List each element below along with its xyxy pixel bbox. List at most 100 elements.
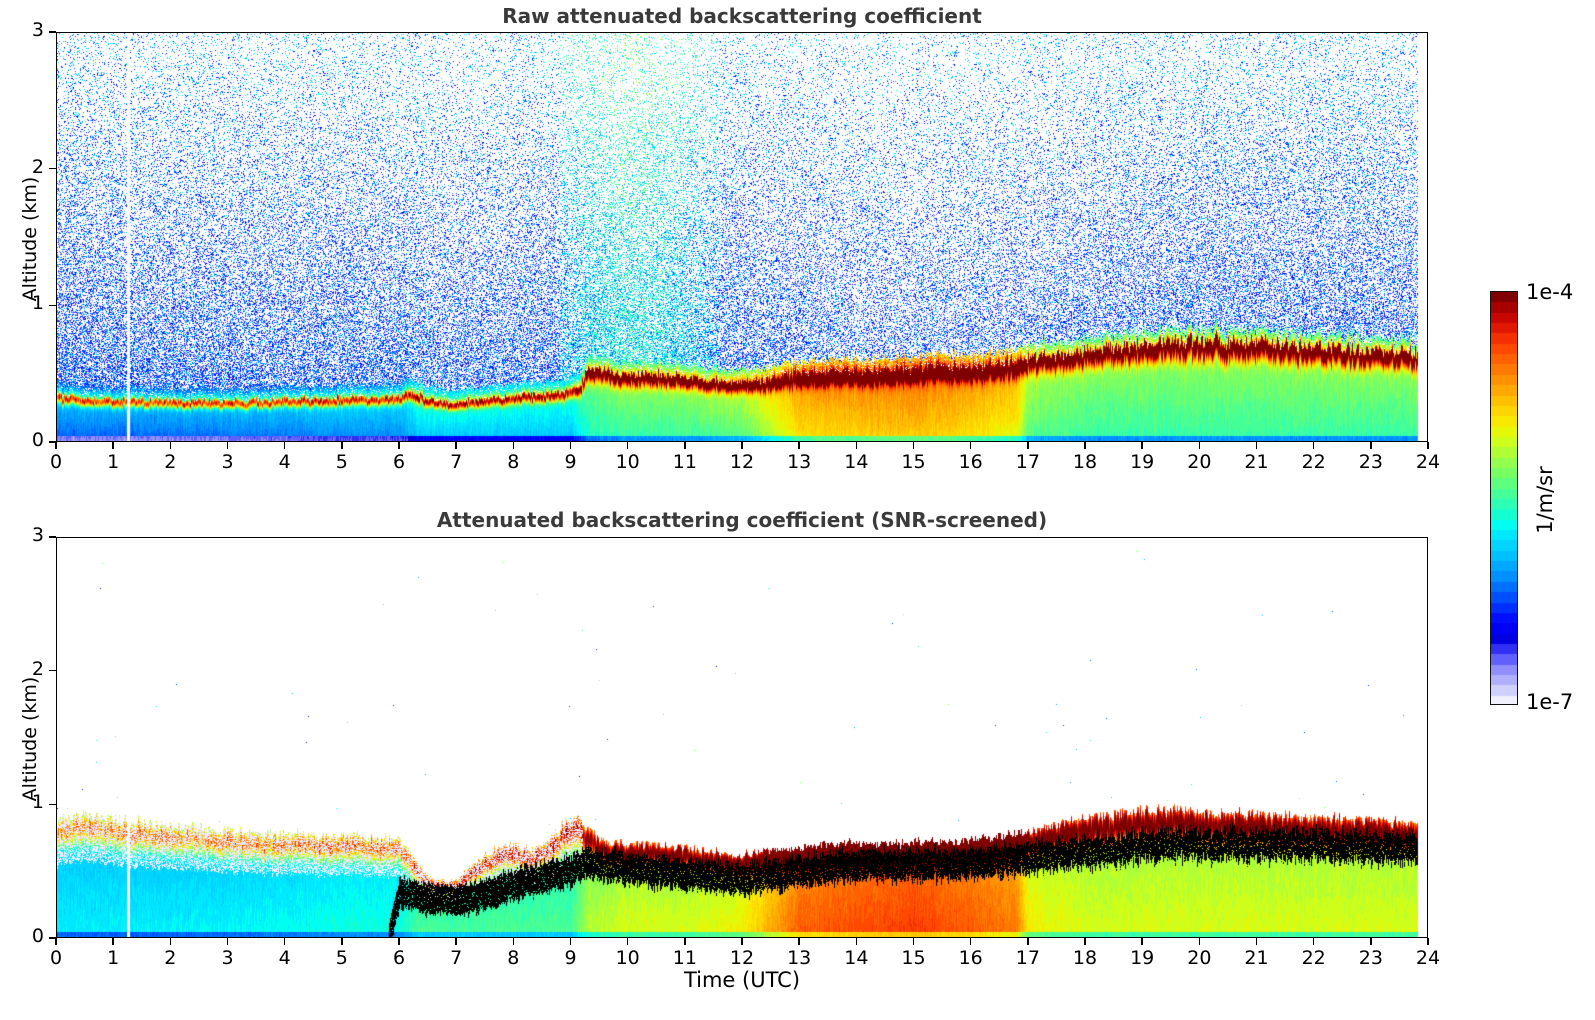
screened-xtick-11 <box>684 938 686 945</box>
screened-xticklabel-3: 3 <box>221 947 234 969</box>
raw-xtick-7 <box>455 442 457 449</box>
screened-xtick-17 <box>1027 938 1029 945</box>
raw-xticklabel-3: 3 <box>221 451 234 473</box>
screened-yticklabel-1: 1 <box>31 791 44 814</box>
raw-yticklabel-3: 3 <box>31 19 44 41</box>
screened-xticklabel-4: 4 <box>278 947 291 969</box>
raw-xticklabel-10: 10 <box>615 451 640 473</box>
colorbar-min-label: 1e-7 <box>1526 690 1574 714</box>
raw-xtick-4 <box>283 442 286 449</box>
raw-xticklabel-7: 7 <box>450 451 463 473</box>
screened-xticklabel-1: 1 <box>107 947 120 969</box>
screened-xticklabel-13: 13 <box>787 947 812 969</box>
screened-heatmap-canvas <box>57 538 1427 937</box>
raw-yticklabel-1: 1 <box>31 292 44 315</box>
raw-xticklabel-22: 22 <box>1301 451 1326 473</box>
screened-yticklabel-0: 0 <box>31 925 44 947</box>
raw-xticklabel-15: 15 <box>901 451 926 473</box>
raw-xticklabel-11: 11 <box>672 451 697 473</box>
screened-xtick-24 <box>1427 938 1429 945</box>
raw-xticklabel-9: 9 <box>564 451 577 473</box>
raw-xticklabel-4: 4 <box>278 451 291 473</box>
raw-ytick-3 <box>49 31 56 33</box>
screened-xticklabel-16: 16 <box>958 947 983 969</box>
screened-xtick-10 <box>626 938 629 945</box>
screened-ytick-1 <box>49 803 56 806</box>
raw-xtick-5 <box>341 442 343 449</box>
screened-xtick-23 <box>1370 938 1372 945</box>
screened-xtick-0 <box>55 938 57 945</box>
screened-xticklabel-5: 5 <box>335 947 348 969</box>
screened-xtick-12 <box>741 938 743 945</box>
colorbar <box>1490 291 1518 705</box>
screened-xticklabel-7: 7 <box>450 947 463 969</box>
screened-xtick-7 <box>455 938 457 945</box>
raw-xtick-8 <box>512 442 515 449</box>
colorbar-unit-label: 1/m/sr <box>1533 466 1557 534</box>
screened-xticklabel-8: 8 <box>507 947 520 969</box>
raw-xticklabel-8: 8 <box>507 451 520 473</box>
raw-xticklabel-16: 16 <box>958 451 983 473</box>
screened-xtick-9 <box>569 938 572 945</box>
raw-xticklabel-24: 24 <box>1415 451 1441 473</box>
raw-xtick-1 <box>112 442 114 449</box>
screened-yticklabel-2: 2 <box>31 657 44 680</box>
panel-title-screened: Attenuated backscattering coefficient (S… <box>436 508 1048 532</box>
raw-ytick-1 <box>49 304 56 307</box>
raw-xtick-12 <box>741 442 743 449</box>
raw-xtick-11 <box>684 442 686 449</box>
screened-xticklabel-12: 12 <box>729 947 755 969</box>
screened-xtick-1 <box>112 938 114 945</box>
screened-xtick-5 <box>341 938 343 945</box>
screened-xlabel: Time (UTC) <box>683 968 801 992</box>
raw-xtick-17 <box>1027 442 1029 449</box>
raw-xtick-18 <box>1084 442 1086 449</box>
screened-xtick-16 <box>969 938 972 945</box>
raw-xticklabel-20: 20 <box>1187 451 1212 473</box>
screened-heatmap-axes <box>56 537 1428 938</box>
screened-xtick-2 <box>169 938 172 945</box>
raw-xticklabel-14: 14 <box>844 451 869 473</box>
raw-xticklabel-13: 13 <box>787 451 812 473</box>
raw-xtick-2 <box>169 442 172 449</box>
raw-xticklabel-21: 21 <box>1244 451 1269 473</box>
raw-xtick-0 <box>55 442 57 449</box>
raw-xticklabel-0: 0 <box>49 451 63 473</box>
screened-xticklabel-24: 24 <box>1415 947 1441 969</box>
raw-ytick-0 <box>49 441 56 443</box>
raw-xticklabel-12: 12 <box>729 451 755 473</box>
screened-xtick-18 <box>1084 938 1086 945</box>
raw-xticklabel-6: 6 <box>392 451 406 473</box>
screened-xtick-22 <box>1312 938 1315 945</box>
colorbar-canvas <box>1491 292 1517 704</box>
raw-ytick-2 <box>49 167 56 170</box>
raw-xtick-15 <box>912 442 915 449</box>
raw-xticklabel-5: 5 <box>335 451 348 473</box>
colorbar-max-label: 1e-4 <box>1526 280 1574 304</box>
raw-xtick-13 <box>798 442 800 449</box>
screened-xticklabel-19: 19 <box>1130 947 1155 969</box>
raw-yticklabel-2: 2 <box>31 155 44 178</box>
screened-ytick-3 <box>49 536 56 538</box>
raw-xtick-10 <box>626 442 629 449</box>
screened-ytick-0 <box>49 937 56 939</box>
screened-xticklabel-14: 14 <box>844 947 869 969</box>
raw-xtick-24 <box>1427 442 1429 449</box>
raw-xticklabel-23: 23 <box>1358 451 1383 473</box>
screened-xticklabel-10: 10 <box>615 947 640 969</box>
screened-xticklabel-18: 18 <box>1072 947 1098 969</box>
raw-heatmap-canvas <box>57 33 1427 441</box>
screened-xtick-3 <box>226 938 229 945</box>
screened-xticklabel-11: 11 <box>672 947 697 969</box>
screened-xtick-21 <box>1255 938 1258 945</box>
screened-xticklabel-23: 23 <box>1358 947 1383 969</box>
screened-xticklabel-21: 21 <box>1244 947 1269 969</box>
screened-xtick-6 <box>398 938 400 945</box>
screened-xtick-8 <box>512 938 515 945</box>
raw-xtick-22 <box>1312 442 1315 449</box>
screened-yticklabel-3: 3 <box>31 524 44 546</box>
raw-xtick-23 <box>1370 442 1372 449</box>
raw-xtick-21 <box>1255 442 1258 449</box>
raw-xticklabel-2: 2 <box>164 451 177 473</box>
